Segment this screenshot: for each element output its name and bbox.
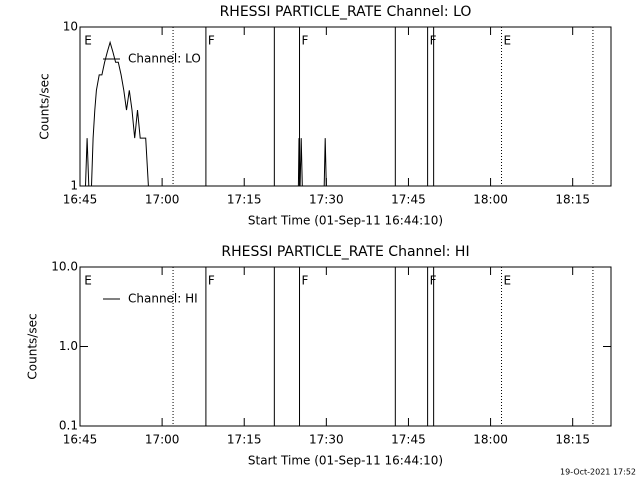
y-tick-label: 1: [70, 179, 78, 193]
y-tick-label: 10: [63, 20, 78, 34]
x-axis-label: Start Time (01-Sep-11 16:44:10): [248, 454, 443, 468]
x-tick-label: 18:00: [473, 433, 508, 447]
x-tick-label: 18:00: [473, 193, 508, 207]
x-tick-label: 16:45: [63, 433, 98, 447]
footer: 19-Oct-2021 17:52: [560, 468, 636, 477]
y-tick-label: 1.0: [59, 339, 78, 353]
x-tick-label: 17:00: [145, 433, 180, 447]
legend-label: Channel: LO: [128, 52, 201, 66]
event-label: E: [504, 34, 512, 48]
event-label: F: [302, 274, 309, 288]
chart-title: RHESSI PARTICLE_RATE Channel: HI: [221, 244, 469, 260]
event-label: F: [430, 274, 437, 288]
event-label: E: [84, 34, 92, 48]
y-tick-label: 10.0: [51, 260, 78, 274]
plot-frame: [79, 26, 612, 187]
x-tick-label: 18:15: [555, 433, 590, 447]
y-axis-label: Counts/sec: [26, 313, 40, 379]
x-tick-label: 17:45: [391, 433, 426, 447]
y-axis-label: Counts/sec: [38, 73, 52, 139]
chart-title: RHESSI PARTICLE_RATE Channel: LO: [220, 4, 472, 20]
data-line: [85, 40, 327, 187]
x-tick-label: 17:30: [309, 433, 344, 447]
x-tick-label: 17:15: [227, 193, 262, 207]
x-tick-label: 17:15: [227, 433, 262, 447]
y-tick-label: 0.1: [59, 419, 78, 433]
legend-label: Channel: HI: [128, 292, 198, 306]
event-label: F: [208, 274, 215, 288]
x-tick-label: 16:45: [63, 193, 98, 207]
x-tick-label: 18:15: [555, 193, 590, 207]
x-tick-label: 17:45: [391, 193, 426, 207]
event-label: E: [84, 274, 92, 288]
x-tick-label: 17:30: [309, 193, 344, 207]
event-label: F: [208, 34, 215, 48]
event-label: F: [430, 34, 437, 48]
x-tick-label: 17:00: [145, 193, 180, 207]
event-label: F: [302, 34, 309, 48]
event-label: E: [504, 274, 512, 288]
x-axis-label: Start Time (01-Sep-11 16:44:10): [248, 214, 443, 228]
